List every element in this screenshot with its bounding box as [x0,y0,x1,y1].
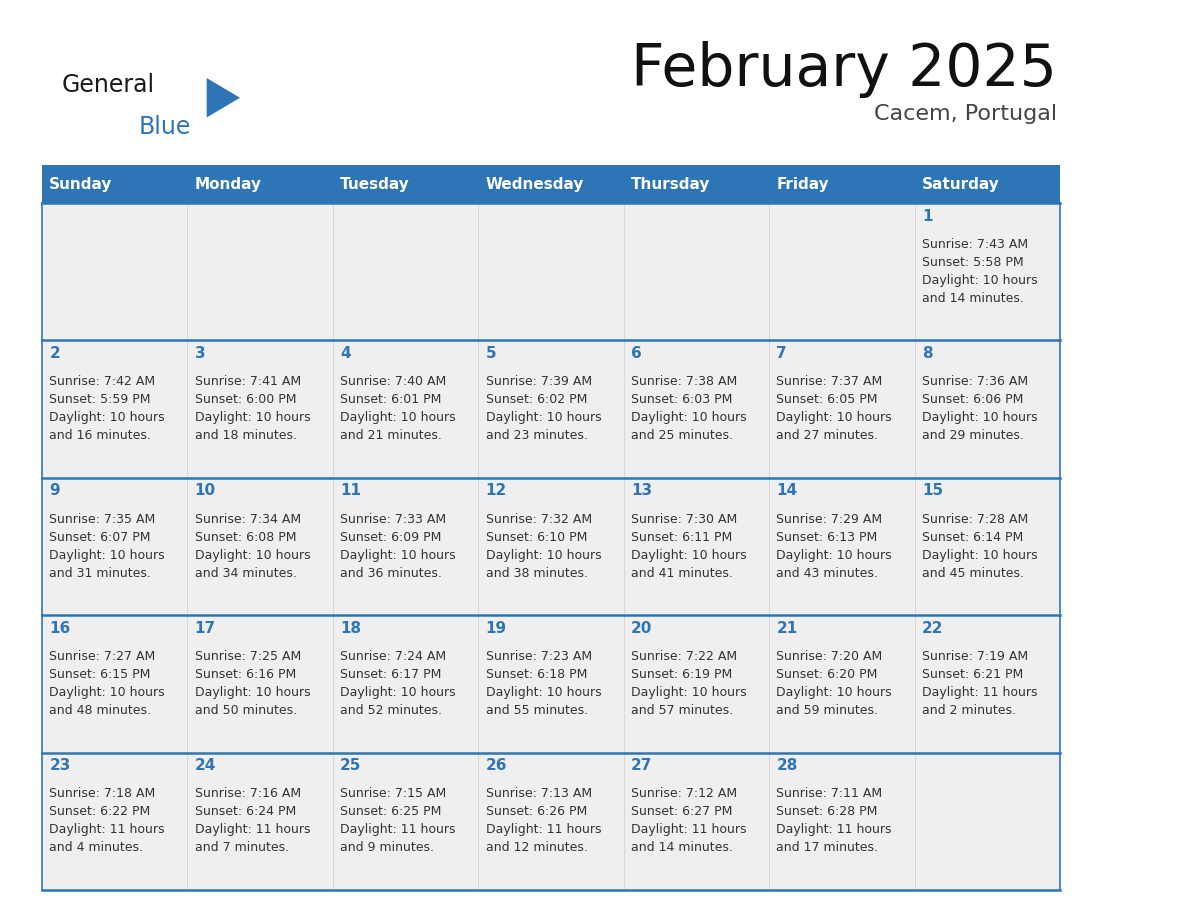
Text: Sunrise: 7:41 AM
Sunset: 6:00 PM
Daylight: 10 hours
and 18 minutes.: Sunrise: 7:41 AM Sunset: 6:00 PM Dayligh… [195,375,310,442]
Text: 22: 22 [922,621,943,635]
Text: Sunrise: 7:20 AM
Sunset: 6:20 PM
Daylight: 10 hours
and 59 minutes.: Sunrise: 7:20 AM Sunset: 6:20 PM Dayligh… [777,650,892,717]
Text: Sunrise: 7:12 AM
Sunset: 6:27 PM
Daylight: 11 hours
and 14 minutes.: Sunrise: 7:12 AM Sunset: 6:27 PM Dayligh… [631,788,746,855]
Text: Friday: Friday [777,176,829,192]
Text: February 2025: February 2025 [632,41,1057,98]
Text: Saturday: Saturday [922,176,999,192]
Text: Blue: Blue [139,115,191,139]
Text: Sunrise: 7:22 AM
Sunset: 6:19 PM
Daylight: 10 hours
and 57 minutes.: Sunrise: 7:22 AM Sunset: 6:19 PM Dayligh… [631,650,746,717]
Text: 16: 16 [49,621,70,635]
Text: Sunrise: 7:33 AM
Sunset: 6:09 PM
Daylight: 10 hours
and 36 minutes.: Sunrise: 7:33 AM Sunset: 6:09 PM Dayligh… [340,512,456,579]
Text: Sunrise: 7:13 AM
Sunset: 6:26 PM
Daylight: 11 hours
and 12 minutes.: Sunrise: 7:13 AM Sunset: 6:26 PM Dayligh… [486,788,601,855]
Text: 10: 10 [195,483,216,498]
Text: 11: 11 [340,483,361,498]
Text: Sunrise: 7:43 AM
Sunset: 5:58 PM
Daylight: 10 hours
and 14 minutes.: Sunrise: 7:43 AM Sunset: 5:58 PM Dayligh… [922,238,1037,305]
Text: Sunrise: 7:16 AM
Sunset: 6:24 PM
Daylight: 11 hours
and 7 minutes.: Sunrise: 7:16 AM Sunset: 6:24 PM Dayligh… [195,788,310,855]
Text: 5: 5 [486,346,497,361]
Text: 3: 3 [195,346,206,361]
Text: Sunday: Sunday [49,176,113,192]
Text: 17: 17 [195,621,216,635]
Text: Sunrise: 7:40 AM
Sunset: 6:01 PM
Daylight: 10 hours
and 21 minutes.: Sunrise: 7:40 AM Sunset: 6:01 PM Dayligh… [340,375,456,442]
Text: 20: 20 [631,621,652,635]
Text: Sunrise: 7:38 AM
Sunset: 6:03 PM
Daylight: 10 hours
and 25 minutes.: Sunrise: 7:38 AM Sunset: 6:03 PM Dayligh… [631,375,746,442]
Text: Sunrise: 7:37 AM
Sunset: 6:05 PM
Daylight: 10 hours
and 27 minutes.: Sunrise: 7:37 AM Sunset: 6:05 PM Dayligh… [777,375,892,442]
Text: Sunrise: 7:27 AM
Sunset: 6:15 PM
Daylight: 10 hours
and 48 minutes.: Sunrise: 7:27 AM Sunset: 6:15 PM Dayligh… [49,650,165,717]
Text: 24: 24 [195,758,216,773]
Text: General: General [62,73,154,97]
Text: Sunrise: 7:25 AM
Sunset: 6:16 PM
Daylight: 10 hours
and 50 minutes.: Sunrise: 7:25 AM Sunset: 6:16 PM Dayligh… [195,650,310,717]
Text: Sunrise: 7:34 AM
Sunset: 6:08 PM
Daylight: 10 hours
and 34 minutes.: Sunrise: 7:34 AM Sunset: 6:08 PM Dayligh… [195,512,310,579]
Text: 27: 27 [631,758,652,773]
Text: Sunrise: 7:11 AM
Sunset: 6:28 PM
Daylight: 11 hours
and 17 minutes.: Sunrise: 7:11 AM Sunset: 6:28 PM Dayligh… [777,788,892,855]
Text: Monday: Monday [195,176,261,192]
Text: Thursday: Thursday [631,176,710,192]
Text: 14: 14 [777,483,797,498]
Text: 28: 28 [777,758,798,773]
Text: Tuesday: Tuesday [340,176,410,192]
Text: 6: 6 [631,346,642,361]
Text: Sunrise: 7:29 AM
Sunset: 6:13 PM
Daylight: 10 hours
and 43 minutes.: Sunrise: 7:29 AM Sunset: 6:13 PM Dayligh… [777,512,892,579]
Text: Wednesday: Wednesday [486,176,584,192]
Text: Sunrise: 7:15 AM
Sunset: 6:25 PM
Daylight: 11 hours
and 9 minutes.: Sunrise: 7:15 AM Sunset: 6:25 PM Dayligh… [340,788,456,855]
Text: Sunrise: 7:32 AM
Sunset: 6:10 PM
Daylight: 10 hours
and 38 minutes.: Sunrise: 7:32 AM Sunset: 6:10 PM Dayligh… [486,512,601,579]
Text: 2: 2 [49,346,61,361]
Text: Sunrise: 7:30 AM
Sunset: 6:11 PM
Daylight: 10 hours
and 41 minutes.: Sunrise: 7:30 AM Sunset: 6:11 PM Dayligh… [631,512,746,579]
Text: 25: 25 [340,758,361,773]
Text: 9: 9 [49,483,59,498]
Text: Sunrise: 7:35 AM
Sunset: 6:07 PM
Daylight: 10 hours
and 31 minutes.: Sunrise: 7:35 AM Sunset: 6:07 PM Dayligh… [49,512,165,579]
Text: Sunrise: 7:19 AM
Sunset: 6:21 PM
Daylight: 11 hours
and 2 minutes.: Sunrise: 7:19 AM Sunset: 6:21 PM Dayligh… [922,650,1037,717]
Text: 8: 8 [922,346,933,361]
Text: 12: 12 [486,483,507,498]
Text: Sunrise: 7:24 AM
Sunset: 6:17 PM
Daylight: 10 hours
and 52 minutes.: Sunrise: 7:24 AM Sunset: 6:17 PM Dayligh… [340,650,456,717]
Text: 1: 1 [922,208,933,223]
Text: 18: 18 [340,621,361,635]
Text: Sunrise: 7:42 AM
Sunset: 5:59 PM
Daylight: 10 hours
and 16 minutes.: Sunrise: 7:42 AM Sunset: 5:59 PM Dayligh… [49,375,165,442]
Text: 21: 21 [777,621,797,635]
Text: 26: 26 [486,758,507,773]
Text: Sunrise: 7:39 AM
Sunset: 6:02 PM
Daylight: 10 hours
and 23 minutes.: Sunrise: 7:39 AM Sunset: 6:02 PM Dayligh… [486,375,601,442]
Text: 15: 15 [922,483,943,498]
Text: Cacem, Portugal: Cacem, Portugal [874,104,1057,124]
Text: Sunrise: 7:28 AM
Sunset: 6:14 PM
Daylight: 10 hours
and 45 minutes.: Sunrise: 7:28 AM Sunset: 6:14 PM Dayligh… [922,512,1037,579]
Text: Sunrise: 7:18 AM
Sunset: 6:22 PM
Daylight: 11 hours
and 4 minutes.: Sunrise: 7:18 AM Sunset: 6:22 PM Dayligh… [49,788,165,855]
Text: 19: 19 [486,621,507,635]
Text: Sunrise: 7:23 AM
Sunset: 6:18 PM
Daylight: 10 hours
and 55 minutes.: Sunrise: 7:23 AM Sunset: 6:18 PM Dayligh… [486,650,601,717]
Text: 23: 23 [49,758,70,773]
Text: 13: 13 [631,483,652,498]
Text: 7: 7 [777,346,786,361]
Text: 4: 4 [340,346,350,361]
Text: Sunrise: 7:36 AM
Sunset: 6:06 PM
Daylight: 10 hours
and 29 minutes.: Sunrise: 7:36 AM Sunset: 6:06 PM Dayligh… [922,375,1037,442]
